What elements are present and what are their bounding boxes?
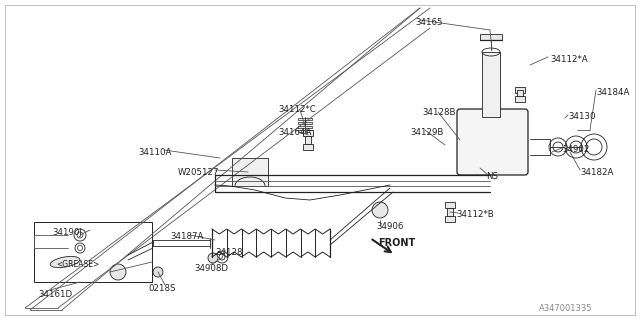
Bar [298,126,312,128]
Text: 34112*B: 34112*B [456,210,493,219]
Circle shape [153,267,163,277]
Text: 34129B: 34129B [410,128,444,137]
Text: 34112*C: 34112*C [278,105,316,114]
Text: A347001335: A347001335 [538,304,592,313]
Text: 34161D: 34161D [38,290,72,299]
Text: 34164A: 34164A [278,128,312,137]
Bar [34,222,152,282]
Text: 34908D: 34908D [194,264,228,273]
Bar [517,90,523,96]
Bar [445,202,455,208]
Circle shape [208,253,218,263]
Text: FRONT: FRONT [378,238,415,248]
Text: 34182A: 34182A [580,168,613,177]
Ellipse shape [50,256,80,268]
Text: 34110A: 34110A [138,148,172,157]
Bar [305,136,311,144]
Bar [232,158,268,186]
Bar [480,34,502,40]
Bar [298,118,312,120]
Text: 34112*A: 34112*A [550,55,588,64]
Circle shape [372,202,388,218]
Bar [303,130,313,136]
Text: 34906: 34906 [376,222,403,231]
Text: <GREASE>: <GREASE> [56,260,99,269]
Bar [515,87,525,93]
Text: 34902: 34902 [562,145,589,154]
Text: 34128B: 34128B [422,108,456,117]
Text: 34190J: 34190J [52,228,82,237]
Text: 0218S: 0218S [148,284,175,293]
Text: 34128: 34128 [215,248,243,257]
FancyBboxPatch shape [457,109,528,175]
Text: W205127: W205127 [178,168,220,177]
Text: 34130: 34130 [568,112,595,121]
Bar [298,122,312,124]
Text: 34187A: 34187A [170,232,204,241]
Text: NS: NS [486,172,498,181]
Text: 34165: 34165 [415,18,442,27]
Bar [298,130,312,132]
Bar [482,52,500,117]
Bar [445,216,455,222]
Bar [515,96,525,102]
Bar [303,144,313,150]
Text: 34184A: 34184A [596,88,629,97]
Bar [447,208,453,216]
Circle shape [110,264,126,280]
